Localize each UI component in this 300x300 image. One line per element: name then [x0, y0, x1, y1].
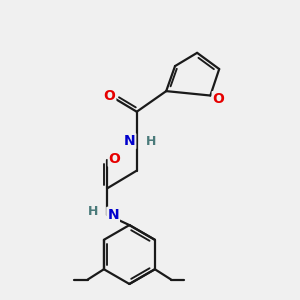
Text: O: O	[213, 92, 224, 106]
Text: O: O	[103, 89, 115, 103]
Text: N: N	[124, 134, 135, 148]
Text: H: H	[146, 135, 157, 148]
Text: N: N	[107, 208, 119, 222]
Text: H: H	[88, 205, 98, 218]
Text: O: O	[109, 152, 121, 166]
